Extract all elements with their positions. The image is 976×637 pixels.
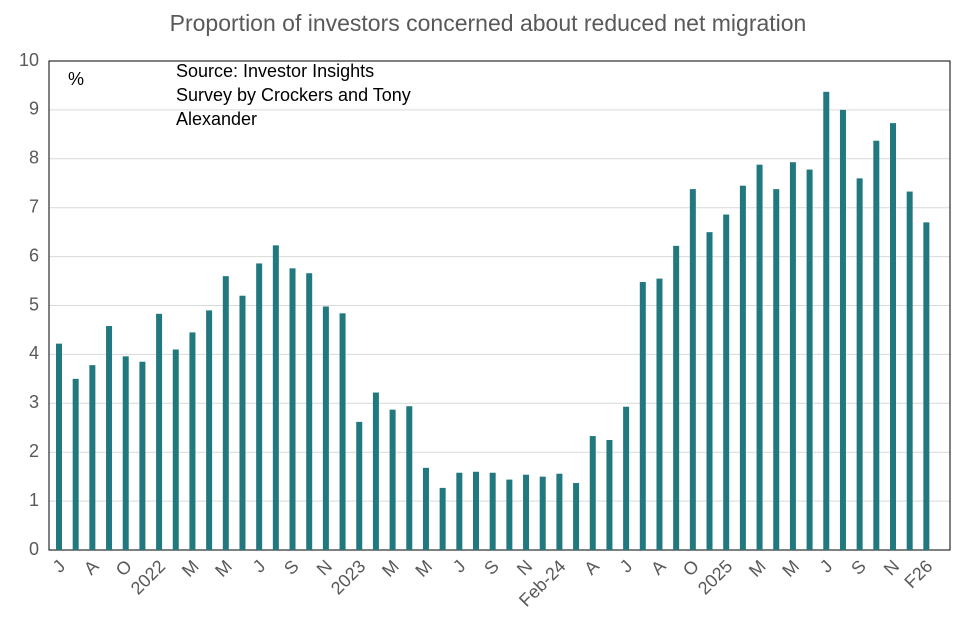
bar	[172, 349, 179, 550]
x-tick-label: O	[679, 556, 703, 580]
bar	[72, 378, 79, 550]
bar	[489, 472, 496, 550]
bar	[473, 471, 479, 550]
x-tick-label: M	[178, 556, 203, 581]
bar	[789, 162, 796, 550]
bar	[706, 232, 713, 550]
bar	[656, 278, 663, 550]
bar	[406, 406, 413, 550]
x-tick-label: M	[211, 556, 236, 581]
bar	[506, 479, 513, 550]
bar	[923, 222, 930, 550]
bar	[289, 268, 296, 550]
y-tick-label: 10	[19, 50, 39, 70]
bar	[339, 313, 346, 550]
source-note: Source: Investor Insights	[176, 61, 374, 81]
bar	[56, 343, 62, 550]
bar	[606, 439, 613, 550]
y-tick-label: 4	[29, 343, 39, 363]
bar	[372, 392, 379, 550]
y-tick-label: 7	[29, 196, 39, 216]
bar	[823, 91, 830, 550]
x-tick-label: 2023	[327, 556, 369, 598]
bar	[356, 421, 363, 550]
bar	[439, 487, 446, 550]
x-tick-label: M	[745, 556, 770, 581]
bar	[456, 472, 463, 550]
bar	[256, 263, 263, 550]
bar	[556, 473, 563, 550]
bar	[539, 476, 546, 550]
x-tick-label: M	[378, 556, 403, 581]
bar	[906, 191, 913, 551]
x-tick-label: N	[313, 556, 336, 579]
bar	[322, 306, 329, 550]
x-tick-label: F26	[900, 556, 936, 592]
x-tick-label: A	[647, 556, 670, 579]
source-note: Survey by Crockers and Tony	[176, 85, 411, 105]
bar	[639, 282, 646, 550]
bar	[306, 273, 313, 550]
y-tick-label: 0	[29, 539, 39, 559]
x-tick-label: O	[112, 556, 136, 580]
unit-label: %	[68, 69, 84, 89]
y-tick-label: 6	[29, 245, 39, 265]
x-tick-label: J	[616, 556, 637, 577]
bar	[139, 361, 146, 550]
bar	[623, 406, 630, 550]
x-tick-label: J	[449, 556, 470, 577]
bar	[422, 467, 429, 550]
y-tick-label: 1	[29, 490, 39, 510]
x-tick-label: J	[49, 556, 70, 577]
bar	[756, 164, 763, 550]
y-tick-label: 5	[29, 294, 39, 314]
bar	[890, 123, 896, 550]
y-tick-label: 9	[29, 99, 39, 119]
bar	[873, 140, 880, 550]
bar	[573, 483, 580, 550]
bar	[189, 332, 196, 550]
chart-title: Proportion of investors concerned about …	[170, 10, 807, 36]
bar	[122, 356, 129, 550]
x-tick-label: S	[847, 556, 870, 579]
bar	[106, 326, 113, 550]
plot-border	[48, 60, 951, 551]
y-tick-label: 2	[29, 441, 39, 461]
bar	[389, 409, 396, 550]
x-tick-label: N	[513, 556, 536, 579]
bar	[689, 189, 696, 551]
bar	[856, 178, 863, 551]
bar	[839, 109, 846, 551]
bar	[673, 245, 680, 551]
x-tick-label: 2022	[127, 556, 169, 598]
bar	[589, 436, 596, 550]
x-tick-label: A	[80, 556, 103, 579]
bar	[222, 276, 229, 550]
x-tick-label: A	[580, 556, 603, 579]
y-tick-label: 8	[29, 148, 39, 168]
y-tick-label: 3	[29, 392, 39, 412]
x-tick-label: S	[280, 556, 303, 579]
bar	[206, 310, 213, 550]
bar	[239, 295, 246, 550]
bar	[523, 474, 530, 550]
bar	[739, 185, 746, 550]
source-note: Alexander	[176, 109, 257, 129]
bar	[156, 313, 163, 550]
x-tick-label: M	[411, 556, 436, 581]
x-tick-label: 2025	[694, 556, 736, 598]
bar	[89, 365, 96, 550]
x-tick-label: J	[816, 556, 837, 577]
bar	[773, 189, 780, 551]
bar	[723, 214, 730, 550]
bar	[272, 245, 279, 550]
x-tick-label: N	[880, 556, 903, 579]
x-tick-label: S	[480, 556, 503, 579]
bar	[806, 169, 813, 551]
x-tick-label: M	[778, 556, 803, 581]
x-tick-label: J	[249, 556, 270, 577]
